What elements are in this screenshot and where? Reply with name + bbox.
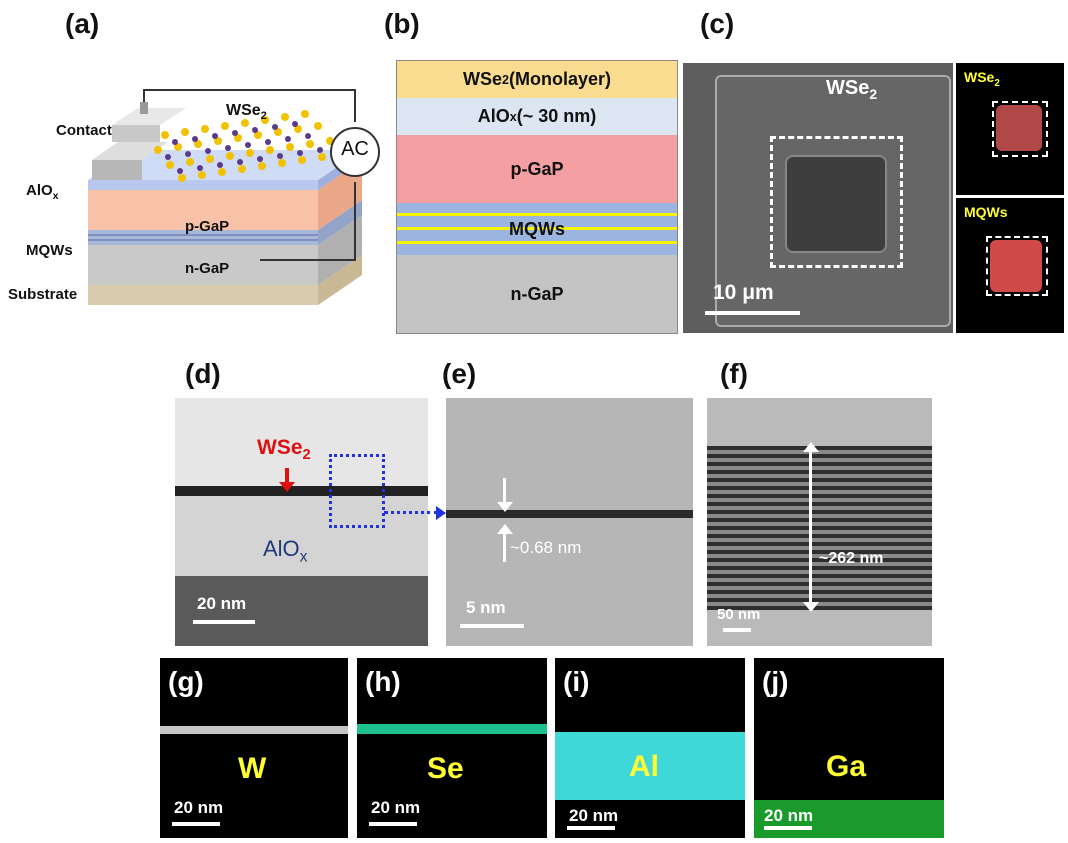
map-element-ga: Ga — [826, 750, 867, 783]
map-j-scale-text: 20 nm — [764, 806, 814, 825]
red-arrow-head — [279, 482, 295, 492]
panel-b-layer-stack: WSe 2 (Monolayer) AlO x (~ 30 nm) p-GaP MQ… — [396, 60, 678, 334]
hrtem-scale-bar — [460, 624, 524, 628]
wse2-line — [175, 486, 428, 496]
monolayer-line — [446, 510, 693, 518]
arrow-down-shaft — [503, 478, 506, 506]
el-wse2-spot — [996, 105, 1042, 151]
map-h-scale-bar — [369, 822, 417, 826]
vacuum-region — [175, 398, 428, 486]
arrow-down-head — [497, 502, 513, 512]
panel-d-stem-image: WSe2 AlOx 20 nm — [175, 398, 428, 646]
map-h-scale-text: 20 nm — [371, 798, 421, 817]
red-arrow-shaft — [285, 468, 289, 484]
inset-el-wse2: WSe2 — [956, 63, 1064, 195]
gap-region — [175, 576, 428, 646]
layer-ngap: n-GaP — [397, 255, 677, 333]
schematic-ngap-label: n-GaP — [185, 260, 230, 277]
panel-c-sem-image: WSe2 10 μm — [683, 63, 953, 333]
panel-label-f: (f) — [720, 358, 748, 389]
mqw-thickness-label: ~262 nm — [819, 550, 884, 567]
se-signal-line — [357, 724, 547, 734]
panel-h-eds-map-se: (h) Se 20 nm — [357, 658, 547, 838]
panel-i-eds-map-al: (i) Al 20 nm — [555, 658, 745, 838]
panel-label-b: (b) — [384, 8, 420, 39]
panel-g-eds-map-w: (g) W 20 nm — [160, 658, 348, 838]
w-signal-line — [160, 726, 348, 734]
map-j-scale-bar — [764, 826, 812, 830]
schematic-substrate-label: Substrate — [8, 286, 78, 303]
map-element-al: Al — [629, 750, 659, 783]
panel-label-i: (i) — [563, 666, 590, 697]
map-g-scale-text: 20 nm — [174, 798, 224, 817]
thickness-arrow-shaft — [809, 450, 812, 606]
mqw-line-3 — [397, 241, 677, 244]
layer-mqws: MQWs — [397, 203, 677, 255]
device-schematic-3d — [88, 89, 380, 305]
panel-e-hrtem-image: ~0.68 nm 5 nm — [446, 398, 693, 646]
layer-alox: AlO x (~ 30 nm) — [397, 98, 677, 135]
schematic-wse2-label: WSe2 — [226, 102, 267, 123]
hrtem-scale-text: 5 nm — [466, 598, 506, 617]
stem-wse2-label: WSe2 — [257, 436, 311, 464]
panel-label-g: (g) — [168, 666, 204, 697]
inset-bottom-box — [986, 236, 1048, 296]
arrow-up-shaft — [503, 534, 506, 562]
inset-bottom-label: MQWs — [964, 204, 1008, 220]
el-mqws-spot — [990, 240, 1042, 292]
inset-top-label: WSe2 — [964, 69, 1000, 89]
stem-scale-bar — [193, 620, 255, 624]
connector-arrow-head — [436, 506, 446, 520]
thickness-arrow-bottom — [803, 602, 819, 612]
inset-top-box — [992, 101, 1048, 157]
device-window — [785, 155, 887, 253]
al-signal-band — [555, 732, 745, 800]
hrtem-thickness-label: ~0.68 nm — [510, 538, 582, 557]
mqw-line-1 — [397, 213, 677, 216]
sem-scale-text: 10 μm — [713, 281, 774, 304]
panel-label-e: (e) — [442, 358, 477, 389]
panel-label-c: (c) — [700, 8, 735, 39]
zoom-box — [329, 454, 385, 528]
map-i-scale-text: 20 nm — [569, 806, 619, 825]
panel-label-d: (d) — [185, 358, 221, 389]
selection-box — [770, 136, 903, 268]
map-i-scale-bar — [567, 826, 615, 830]
zoom-connector — [384, 511, 438, 514]
sem-wse2-label: WSe2 — [826, 77, 878, 102]
mqw-scale-text: 50 nm — [717, 606, 761, 623]
schematic-mqws-label: MQWs — [26, 242, 73, 259]
sem-scale-bar — [705, 311, 800, 315]
panel-a-schematic: AC WSe2 Contact AlOx p-GaP MQWs n-GaP Su… — [0, 80, 390, 320]
panel-label-a: (a) — [65, 8, 100, 39]
schematic-pgap-label: p-GaP — [185, 218, 230, 235]
alox-region — [175, 496, 428, 576]
map-g-scale-bar — [172, 822, 220, 826]
mqw-scale-bar — [723, 628, 751, 632]
layer-pgap: p-GaP — [397, 135, 677, 203]
ga-signal-band — [754, 800, 944, 838]
layer-mqws-label: MQWs — [509, 218, 565, 239]
ac-source-label: AC — [341, 138, 369, 160]
panel-label-h: (h) — [365, 666, 401, 697]
arrow-up-head — [497, 524, 513, 534]
schematic-alox-label: AlOx — [26, 182, 59, 202]
map-element-w: W — [238, 752, 267, 785]
schematic-contact-label: Contact — [56, 122, 112, 139]
stem-scale-text: 20 nm — [197, 594, 247, 613]
inset-el-mqws: MQWs — [956, 198, 1064, 333]
layer-wse2: WSe 2 (Monolayer) — [397, 61, 677, 98]
panel-f-mqw-tem-image: ~262 nm 50 nm — [707, 398, 932, 646]
map-element-se: Se — [427, 752, 464, 785]
panel-label-j: (j) — [762, 666, 789, 697]
stem-alox-label: AlOx — [263, 536, 308, 566]
panel-j-eds-map-ga: (j) Ga 20 nm — [754, 658, 944, 838]
mqw-line-2 — [397, 227, 677, 230]
mqw-stripes — [707, 446, 932, 610]
thickness-arrow-top — [803, 442, 819, 452]
